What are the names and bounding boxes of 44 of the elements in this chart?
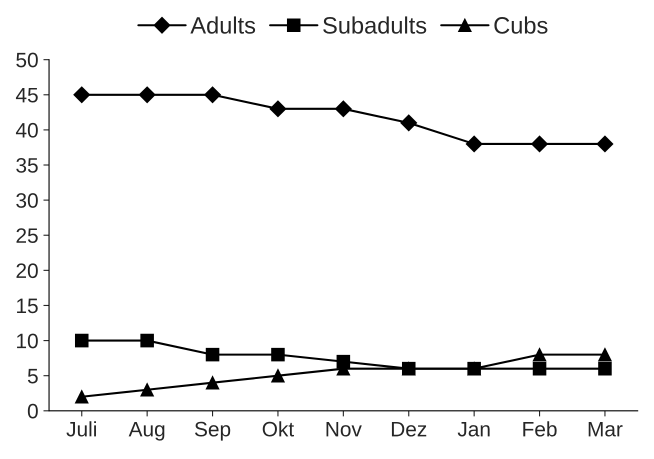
y-tick-label: 15	[17, 298, 38, 314]
point	[598, 362, 612, 376]
y-tick-label: 50	[16, 52, 38, 68]
y-tick-label: 0	[28, 404, 38, 419]
point	[334, 100, 352, 118]
point	[206, 348, 220, 362]
point	[204, 86, 221, 104]
x-tick-label: Juli	[66, 421, 96, 437]
point	[466, 136, 483, 152]
point	[271, 348, 285, 362]
point	[532, 348, 546, 362]
y-tick-label: 10	[17, 334, 38, 348]
point	[532, 362, 546, 376]
x-tick-label: Okt	[262, 421, 294, 437]
point	[270, 100, 286, 118]
x-tick-label: Jan	[458, 422, 490, 437]
legend-label: Subadults	[323, 16, 426, 34]
y-tick-label: 20	[16, 263, 38, 278]
x-tick-label: Dez	[392, 422, 426, 437]
y-tick-label: 40	[16, 122, 38, 138]
point	[598, 348, 612, 362]
x-tick-label: Nov	[326, 422, 362, 437]
point	[74, 334, 89, 348]
x-tick-label: Mar	[588, 422, 623, 437]
x-tick-label: Sep	[194, 422, 230, 441]
x-tick-label: Feb	[523, 421, 557, 437]
point	[400, 114, 418, 132]
point	[271, 368, 285, 382]
y-tick-label: 25	[16, 228, 38, 243]
y-tick-label: 30	[16, 193, 38, 208]
legend-label: Adults	[190, 16, 256, 34]
point	[206, 376, 220, 390]
point	[74, 390, 89, 404]
y-tick-label: 45	[16, 88, 38, 103]
y-tick-label: 35	[16, 158, 38, 173]
point	[531, 136, 548, 152]
point	[596, 136, 614, 152]
point	[140, 382, 154, 397]
y-tick-label: 5	[28, 368, 38, 384]
x-tick-label: Aug	[128, 422, 164, 441]
legend-label: Cubs	[494, 16, 548, 34]
point	[140, 334, 154, 348]
point	[138, 86, 156, 104]
point	[73, 86, 90, 104]
